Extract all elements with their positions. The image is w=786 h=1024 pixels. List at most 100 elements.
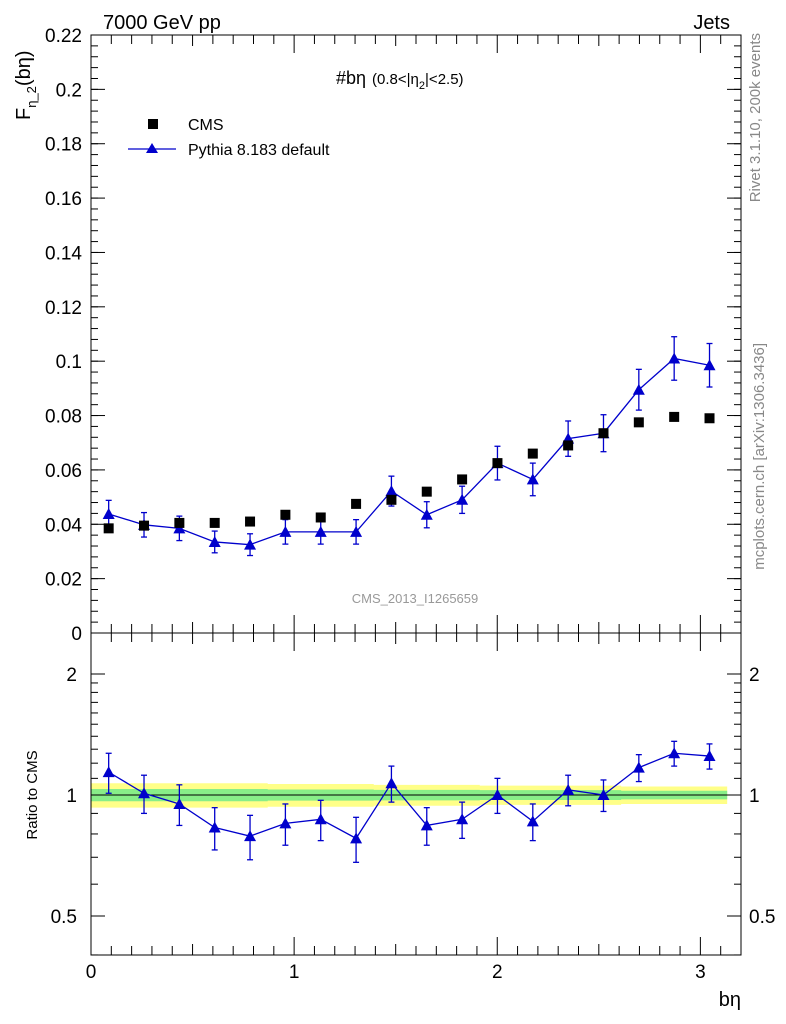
analysis-watermark: CMS_2013_I1265659 [352,591,479,606]
pythia-point [668,352,681,364]
ratio-pythia-point [350,832,363,844]
main-ylabel-main: F [13,108,35,120]
ratio-pythia-point [562,783,575,795]
pythia-point [208,535,221,547]
main-ylabel-sub: η_2 [24,86,39,108]
ratio-pythia-point [314,813,327,825]
ratio-ticks [91,673,741,956]
pythia-point [244,538,257,550]
legend-pythia-marker [146,143,158,153]
cms-point [598,428,609,439]
source-label: mcplots.cern.ch [arXiv:1306.3436] [751,343,768,570]
ratio-pythia-point [703,750,716,762]
ratio-frame [90,632,742,956]
cms-point [527,448,538,459]
ratio-pythia-line [108,752,710,840]
plot-title-main: #bη [336,68,366,88]
pythia-point [526,473,539,485]
ratio-pythia-point [456,813,469,825]
pythia-point [279,525,292,537]
plot-title-sub: 2 [419,80,425,92]
main-ytick-label: 0.08 [45,407,82,428]
cms-point [209,517,220,528]
x-tick-labels: 0 1 2 3 [86,962,706,983]
cms-point [563,440,574,451]
legend-pythia-label: Pythia 8.183 default [188,142,330,159]
ratio-ytick-label: 0.5 [51,907,77,928]
ratio-pythia-point [526,815,539,827]
cms-point [386,494,397,505]
ratio-ytick-label: 2 [66,665,77,686]
legend-cms-marker [148,119,158,129]
ratio-pythia-point [632,761,645,773]
header-right: Jets [693,12,730,34]
main-ytick-label: 0.14 [45,243,82,264]
ratio-ytick-label: 1 [66,786,77,807]
ratio-pythia-point [668,747,681,759]
pythia-point [102,507,115,519]
ratio-ytick-label-right: 1 [749,786,760,807]
pythia-point [314,525,327,537]
main-ticks [90,34,742,955]
main-ytick-label: 0.18 [45,135,82,156]
x-tick-label: 0 [86,962,97,983]
ratio-pythia-point [138,787,151,799]
ratio-pythia-point [208,821,221,833]
ratio-data-layer [102,740,716,863]
main-ytick-label: 0.1 [56,352,82,373]
pythia-point [703,359,716,371]
cms-point [245,516,256,527]
cms-point [174,517,185,528]
cms-point [139,520,150,531]
pythia-point [385,485,398,497]
main-ytick-label: 0.06 [45,461,82,482]
ratio-pythia-point [102,766,115,778]
ratio-y-axis-title: Ratio to CMS [24,750,41,839]
main-ytick-label: 0.04 [45,515,82,536]
main-ytick-label: 0.2 [56,80,82,101]
x-tick-label: 3 [695,962,706,983]
cms-point [704,413,715,424]
main-ytick-label: 0.16 [45,189,82,210]
cms-point [421,486,432,497]
plot-title-suffix: (0.8<|η [372,71,419,88]
main-ytick-label: 0.02 [45,570,82,591]
cms-point [492,458,503,469]
plot-title: #bη (0.8<|η2|<2.5) [336,68,464,92]
pythia-point [456,493,469,505]
pythia-point [350,525,363,537]
ratio-pythia-point [491,789,504,800]
pythia-point [420,508,433,520]
ratio-pythia-point [173,797,186,809]
cms-point [103,523,114,534]
main-y-tick-labels: 0 0.02 0.04 0.06 0.08 0.1 0.12 0.14 0.16 0.18 0.2 0… [45,26,82,645]
ratio-pythia-point [597,789,610,800]
ratio-pythia-point [420,819,433,831]
main-y-axis-title: Fη_2(bη) [13,51,39,121]
ratio-pythia-point [385,777,398,789]
ratio-ytick-label-right: 0.5 [749,907,775,928]
legend-cms-label: CMS [188,117,224,134]
cms-point [280,509,291,520]
header-left: 7000 GeV pp [103,12,221,34]
cms-point [669,411,680,422]
cms-point [457,474,468,485]
main-ytick-label: 0.12 [45,298,82,319]
main-data-layer [102,336,716,557]
x-tick-label: 1 [289,962,300,983]
x-tick-label: 2 [492,962,503,983]
ratio-pythia-point [279,817,292,829]
main-ylabel-end: (bη) [13,51,35,87]
cms-point [315,512,326,523]
pythia-point [632,383,645,395]
cms-point [351,498,362,509]
ratio-pythia-point [244,830,257,842]
plot-title-end: |<2.5) [425,71,464,88]
main-ytick-label: 0.22 [45,26,82,47]
main-ytick-label: 0 [71,624,82,645]
x-axis-title: bη [719,989,741,1011]
pythia-line [108,357,710,546]
ratio-ytick-label-right: 2 [749,665,760,686]
legend: CMS Pythia 8.183 default [128,117,330,159]
